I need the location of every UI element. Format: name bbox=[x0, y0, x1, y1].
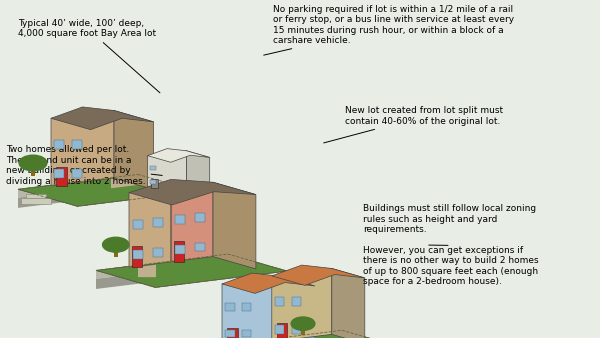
Polygon shape bbox=[275, 297, 284, 306]
Polygon shape bbox=[133, 220, 143, 229]
Text: Buildings must still follow local zoning
rules such as height and yard
requireme: Buildings must still follow local zoning… bbox=[363, 204, 539, 286]
Polygon shape bbox=[56, 167, 67, 186]
Polygon shape bbox=[151, 179, 158, 188]
Polygon shape bbox=[18, 174, 138, 198]
Polygon shape bbox=[54, 169, 64, 178]
Text: New lot created from lot split must
contain 40-60% of the original lot.: New lot created from lot split must cont… bbox=[323, 106, 503, 143]
Polygon shape bbox=[18, 174, 197, 206]
Polygon shape bbox=[194, 213, 205, 222]
Polygon shape bbox=[133, 246, 142, 267]
Polygon shape bbox=[282, 276, 315, 338]
Polygon shape bbox=[332, 268, 365, 338]
Polygon shape bbox=[272, 268, 332, 338]
Circle shape bbox=[291, 317, 315, 330]
Polygon shape bbox=[114, 251, 118, 257]
Polygon shape bbox=[225, 330, 235, 337]
Text: Typical 40’ wide, 100’ deep,
4,000 square foot Bay Area lot: Typical 40’ wide, 100’ deep, 4,000 squar… bbox=[18, 19, 160, 93]
Polygon shape bbox=[149, 180, 156, 184]
Polygon shape bbox=[133, 250, 143, 259]
Polygon shape bbox=[96, 263, 228, 289]
Polygon shape bbox=[18, 183, 138, 208]
Polygon shape bbox=[292, 325, 301, 334]
Text: Two homes allowed per lot.
The second unit can be in a
new building, or created : Two homes allowed per lot. The second un… bbox=[6, 145, 162, 186]
Polygon shape bbox=[222, 276, 282, 338]
Polygon shape bbox=[96, 254, 228, 279]
Polygon shape bbox=[111, 170, 138, 188]
Polygon shape bbox=[148, 151, 187, 188]
Polygon shape bbox=[31, 169, 35, 176]
Polygon shape bbox=[26, 194, 46, 198]
Polygon shape bbox=[175, 215, 185, 224]
Polygon shape bbox=[242, 304, 251, 311]
Circle shape bbox=[103, 237, 129, 252]
Polygon shape bbox=[152, 218, 163, 227]
Polygon shape bbox=[148, 149, 210, 162]
Polygon shape bbox=[175, 241, 184, 262]
Polygon shape bbox=[54, 140, 64, 149]
Polygon shape bbox=[175, 245, 185, 254]
Polygon shape bbox=[292, 297, 301, 306]
Polygon shape bbox=[129, 179, 256, 205]
Polygon shape bbox=[72, 169, 82, 178]
Polygon shape bbox=[96, 254, 287, 287]
Polygon shape bbox=[222, 273, 315, 293]
Polygon shape bbox=[275, 325, 284, 334]
Circle shape bbox=[19, 155, 47, 171]
Polygon shape bbox=[198, 330, 342, 338]
Polygon shape bbox=[301, 329, 305, 335]
Polygon shape bbox=[227, 328, 238, 338]
Polygon shape bbox=[277, 323, 287, 338]
Polygon shape bbox=[149, 166, 156, 170]
Polygon shape bbox=[242, 330, 251, 337]
Polygon shape bbox=[72, 140, 82, 149]
Text: No parking required if lot is within a 1/2 mile of a rail
or ferry stop, or a bu: No parking required if lot is within a 1… bbox=[264, 5, 514, 55]
Polygon shape bbox=[51, 111, 114, 186]
Polygon shape bbox=[263, 330, 408, 338]
Polygon shape bbox=[171, 182, 213, 262]
Polygon shape bbox=[21, 198, 51, 204]
Polygon shape bbox=[225, 304, 235, 311]
Polygon shape bbox=[138, 265, 156, 277]
Polygon shape bbox=[129, 188, 171, 267]
Polygon shape bbox=[213, 182, 256, 269]
Polygon shape bbox=[114, 111, 154, 189]
Polygon shape bbox=[51, 107, 154, 130]
Polygon shape bbox=[272, 265, 365, 285]
Polygon shape bbox=[194, 243, 205, 251]
Polygon shape bbox=[187, 151, 210, 190]
Polygon shape bbox=[152, 248, 163, 257]
